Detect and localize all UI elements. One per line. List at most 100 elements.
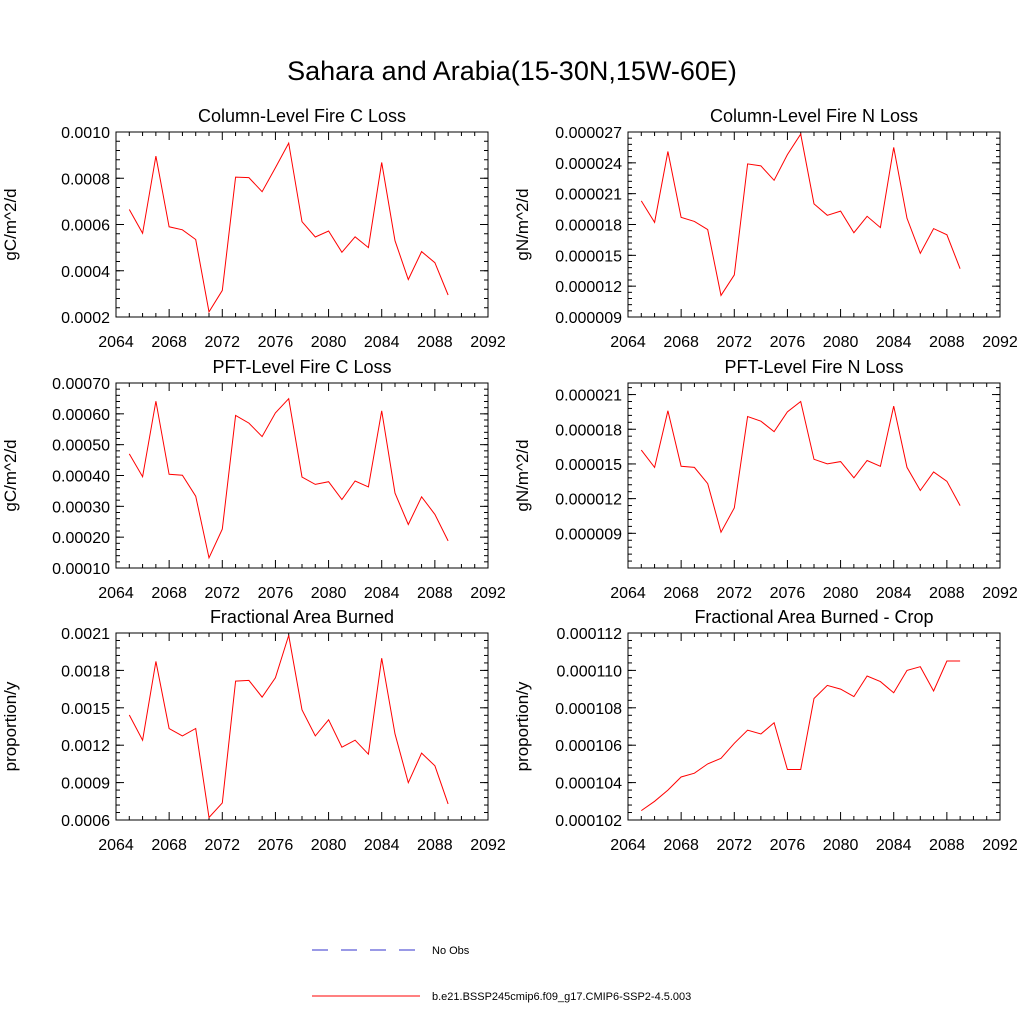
panel-2-series-line	[640, 132, 961, 297]
panel-3-ytick-label: 0.00070	[52, 376, 110, 393]
panel-4-ytick-label: 0.000021	[555, 388, 622, 405]
panel-3-series-line	[128, 397, 449, 560]
panel-2-ytick-label: 0.000015	[555, 248, 622, 265]
panel-5-ytick-label: 0.0015	[61, 701, 110, 718]
panel-2-ytick-label: 0.000024	[555, 156, 622, 173]
panel-4-ytick-label: 0.000015	[555, 457, 622, 474]
panel-1-series-line	[128, 141, 449, 314]
panel-2-xtick-label: 2080	[823, 334, 859, 351]
panel-2-xtick-label: 2092	[982, 334, 1018, 351]
panel-1-xtick-label: 2080	[311, 334, 347, 351]
panel-5-xtick-label: 2088	[417, 837, 453, 854]
panel-5-ytick-label: 0.0009	[61, 776, 110, 793]
panel-5-xtick-label: 2092	[470, 837, 506, 854]
panel-3-ytick-label: 0.00030	[52, 499, 110, 516]
panel-4-series-line	[640, 400, 961, 534]
panel-6-xtick-label: 2076	[770, 837, 806, 854]
panel-2-ylabel: gN/m^2/d	[513, 188, 532, 260]
panel-5-series-line	[128, 635, 449, 819]
panel-4-xtick-label: 2068	[663, 585, 699, 602]
panel-3-ytick-label: 0.00040	[52, 469, 110, 486]
panel-2-xtick-label: 2072	[716, 334, 752, 351]
panel-6-ytick-label: 0.000110	[556, 663, 622, 680]
panel-5-xtick-label: 2076	[258, 837, 294, 854]
legend-model-label: b.e21.BSSP245cmip6.f09_g17.CMIP6-SSP2-4.…	[432, 991, 691, 1003]
panel-2-xtick-label: 2068	[663, 334, 699, 351]
panel-5-xtick-label: 2084	[364, 837, 400, 854]
panel-6-frame	[627, 632, 1001, 821]
panel-1-xtick-label: 2076	[258, 334, 294, 351]
panel-1-xtick-label: 2084	[364, 334, 400, 351]
panel-2-ytick-label: 0.000027	[555, 125, 622, 142]
panel-1-xtick-label: 2072	[204, 334, 240, 351]
panel-1-ylabel: gC/m^2/d	[1, 188, 20, 260]
panel-2-ytick-label: 0.000009	[555, 310, 622, 327]
panel-1-frame	[115, 131, 489, 318]
panel-4-ytick-label: 0.000012	[555, 492, 622, 509]
panel-2-title: Column-Level Fire N Loss	[710, 106, 918, 126]
panel-1-title: Column-Level Fire C Loss	[198, 106, 406, 126]
panel-1-ytick-label: 0.0002	[61, 310, 110, 327]
panel-3-ytick-label: 0.00060	[52, 407, 110, 424]
panel-6-xtick-label: 2068	[663, 837, 699, 854]
panel-6-xtick-label: 2088	[929, 837, 965, 854]
panel-5-xtick-label: 2072	[204, 837, 240, 854]
panel-6-series-line	[641, 660, 961, 812]
panel-4-title: PFT-Level Fire N Loss	[724, 357, 903, 377]
panel-6-ytick-label: 0.000108	[555, 701, 622, 718]
panel-6-ylabel: proportion/y	[513, 681, 532, 771]
panel-2-frame	[627, 131, 1001, 318]
panel-5-ytick-label: 0.0006	[61, 813, 110, 830]
panel-3-xtick-label: 2072	[204, 585, 240, 602]
panel-2-xtick-label: 2084	[876, 334, 912, 351]
panel-1-xtick-label: 2092	[470, 334, 506, 351]
panel-4-ytick-label: 0.000018	[555, 422, 622, 439]
panel-3-xtick-label: 2088	[417, 585, 453, 602]
panel-6-xtick-label: 2084	[876, 837, 912, 854]
panel-6-ytick-label: 0.000112	[556, 626, 622, 643]
panel-6-ytick-label: 0.000102	[555, 813, 622, 830]
panel-5-frame	[115, 632, 489, 821]
panel-3-xtick-label: 2080	[311, 585, 347, 602]
legend-no-obs-label: No Obs	[432, 945, 470, 957]
panel-2-xtick-label: 2064	[610, 334, 646, 351]
panel-4-ytick-label: 0.000009	[555, 526, 622, 543]
panel-5-ytick-label: 0.0021	[61, 626, 110, 643]
panel-1-ytick-label: 0.0006	[61, 218, 110, 235]
panel-4-xtick-label: 2092	[982, 585, 1018, 602]
panel-4-xtick-label: 2072	[716, 585, 752, 602]
panel-3-ylabel: gC/m^2/d	[1, 439, 20, 511]
panel-6-ytick-label: 0.000106	[555, 738, 622, 755]
panel-3-xtick-label: 2068	[151, 585, 187, 602]
panel-3-xtick-label: 2064	[98, 585, 134, 602]
panel-5-title: Fractional Area Burned	[210, 607, 394, 627]
panel-3-xtick-label: 2076	[258, 585, 294, 602]
panel-2-ytick-label: 0.000018	[555, 218, 622, 235]
panel-6-title: Fractional Area Burned - Crop	[694, 607, 933, 627]
panel-5-ytick-label: 0.0018	[61, 663, 110, 680]
panel-3-title: PFT-Level Fire C Loss	[212, 357, 391, 377]
panel-5-xtick-label: 2068	[151, 837, 187, 854]
panel-5-xtick-label: 2064	[98, 837, 134, 854]
panel-6-xtick-label: 2080	[823, 837, 859, 854]
panel-5-ylabel: proportion/y	[1, 681, 20, 771]
panel-4-xtick-label: 2076	[770, 585, 806, 602]
panel-1-xtick-label: 2088	[417, 334, 453, 351]
panel-2-xtick-label: 2088	[929, 334, 965, 351]
panel-4-xtick-label: 2084	[876, 585, 912, 602]
figure-title: Sahara and Arabia(15-30N,15W-60E)	[287, 56, 737, 86]
panel-4-xtick-label: 2080	[823, 585, 859, 602]
panel-5-xtick-label: 2080	[311, 837, 347, 854]
panel-3-ytick-label: 0.00020	[52, 530, 110, 547]
panel-1-xtick-label: 2068	[151, 334, 187, 351]
panel-3-ytick-label: 0.00050	[52, 438, 110, 455]
panel-2-ytick-label: 0.000012	[555, 279, 622, 296]
panel-2-ytick-label: 0.000021	[555, 187, 622, 204]
panel-4-xtick-label: 2088	[929, 585, 965, 602]
panel-6-xtick-label: 2072	[716, 837, 752, 854]
panel-1-ytick-label: 0.0010	[61, 125, 110, 142]
panel-4-xtick-label: 2064	[610, 585, 646, 602]
panel-3-ytick-label: 0.00010	[52, 561, 110, 578]
